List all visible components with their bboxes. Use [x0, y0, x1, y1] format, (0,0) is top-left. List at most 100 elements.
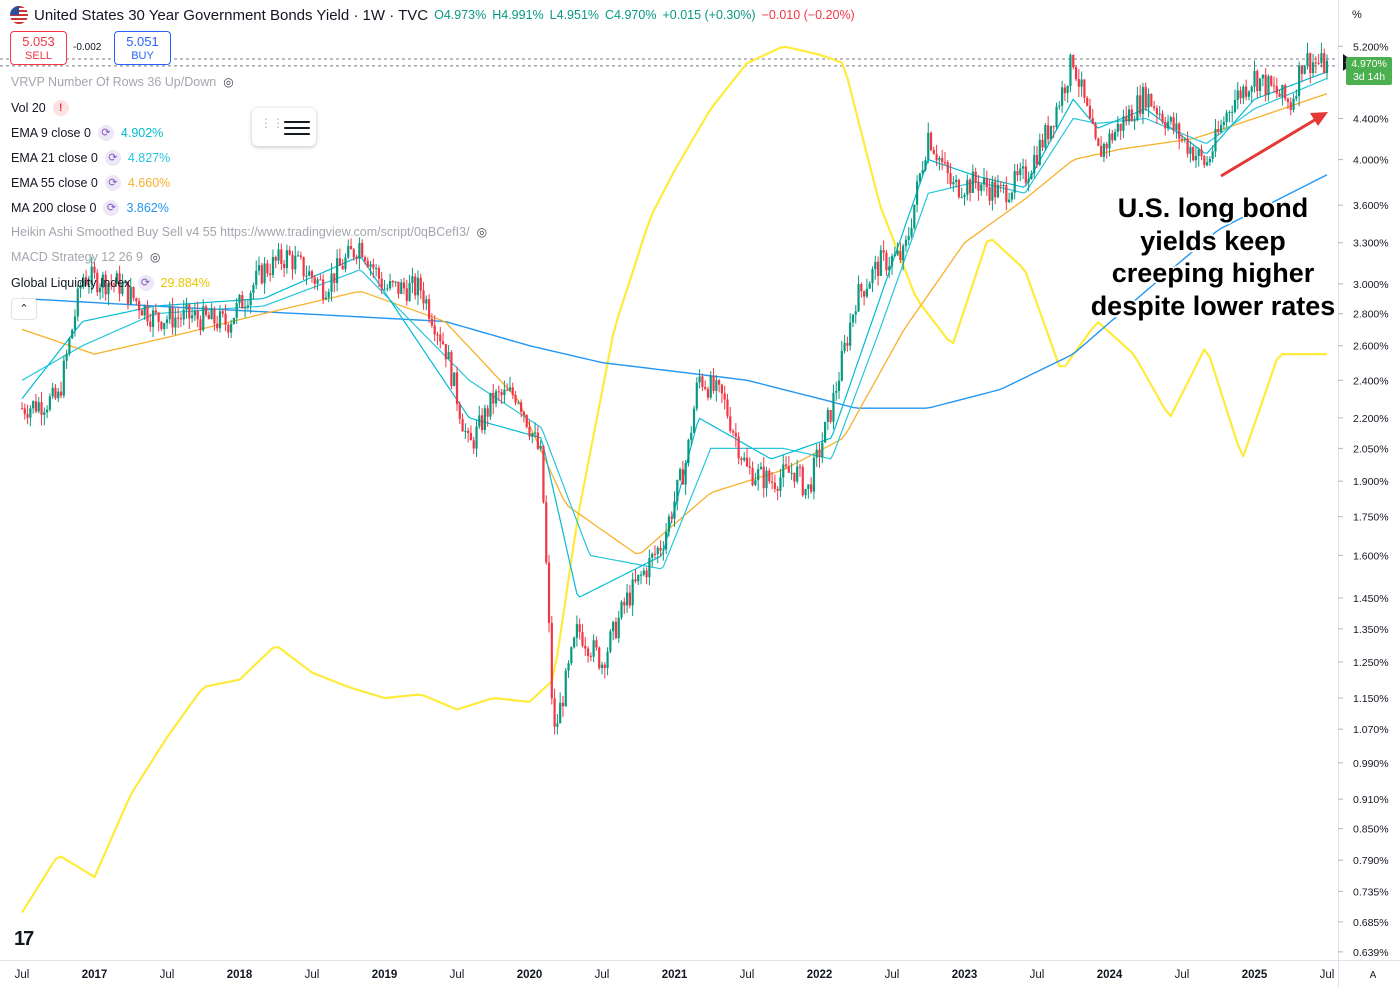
candle-body: [748, 466, 751, 468]
candle-body: [921, 170, 924, 174]
candle-body: [564, 670, 567, 707]
candle-body: [737, 436, 740, 459]
candle-body: [65, 353, 68, 361]
candle-body: [363, 256, 367, 261]
candle-body: [386, 288, 389, 290]
legend-heikin-ashi[interactable]: Heikin Ashi Smoothed Buy Sell v4 55 http…: [11, 225, 487, 239]
candle-body: [1027, 179, 1030, 183]
candle-body: [1247, 91, 1251, 97]
candle-body: [349, 245, 353, 250]
candle-body: [985, 178, 988, 188]
refresh-icon[interactable]: ⟳: [104, 175, 121, 191]
legend-global-liquidity[interactable]: Global Liquidity Index ⟳ 29.884%: [11, 275, 210, 291]
time-tick-label: 2017: [82, 969, 108, 981]
eye-hidden-icon[interactable]: ◎: [223, 75, 234, 89]
candle-body: [1231, 111, 1234, 113]
candle-body: [843, 342, 846, 352]
candle-body: [1008, 199, 1011, 203]
candle-body: [1298, 65, 1301, 97]
candle-body: [980, 184, 983, 191]
price-tick-label: 3.300%: [1353, 238, 1389, 250]
candle-body: [678, 469, 682, 480]
drag-handle-icon[interactable]: ⋮⋮: [260, 116, 284, 130]
candle-body: [553, 698, 556, 727]
candle-body: [1211, 151, 1214, 159]
legend-vol[interactable]: Vol 20 !: [11, 100, 69, 116]
candle-body: [846, 342, 849, 346]
candle-body: [1150, 93, 1153, 107]
candle-body: [902, 245, 905, 261]
candle-body: [525, 414, 528, 427]
candle-body: [1292, 98, 1295, 110]
candle-body: [642, 570, 645, 575]
candle-body: [335, 258, 339, 284]
refresh-icon[interactable]: ⟳: [137, 275, 154, 291]
legend-ema21[interactable]: EMA 21 close 0 ⟳ 4.827%: [11, 150, 170, 166]
sell-button[interactable]: 5.053 SELL: [10, 31, 67, 65]
candle-body: [430, 318, 434, 326]
candle-body: [631, 579, 634, 606]
candle-body: [224, 313, 227, 325]
candle-body: [637, 574, 640, 582]
candle-body: [648, 557, 651, 578]
object-tree-widget[interactable]: ⋮⋮: [252, 108, 316, 146]
warning-icon[interactable]: !: [52, 100, 69, 116]
candle-body: [1169, 117, 1172, 122]
settings-menu-icon[interactable]: [284, 117, 310, 139]
eye-hidden-icon[interactable]: ◎: [150, 250, 161, 264]
refresh-icon[interactable]: ⟳: [103, 200, 120, 216]
candle-body: [182, 309, 185, 320]
candle-body: [620, 601, 623, 618]
candle-body: [271, 256, 275, 275]
time-tick-label: 2022: [807, 969, 833, 981]
eye-hidden-icon[interactable]: ◎: [476, 225, 488, 239]
candle-body: [210, 308, 213, 320]
candle-body: [1147, 93, 1150, 108]
candle-body: [1278, 93, 1281, 97]
candle-body: [1205, 162, 1209, 166]
legend-ema9[interactable]: EMA 9 close 0 ⟳ 4.902%: [11, 125, 163, 141]
candle-body: [163, 323, 166, 330]
candle-body: [782, 464, 785, 478]
candle-body: [982, 178, 986, 185]
refresh-icon[interactable]: ⟳: [97, 125, 114, 141]
candle-body: [492, 392, 495, 404]
symbol-title[interactable]: United States 30 Year Government Bonds Y…: [34, 6, 429, 24]
candle-body: [1094, 123, 1097, 139]
candle-body: [1264, 74, 1267, 95]
last-price-value: 4.970%: [1351, 58, 1387, 70]
candle-body: [26, 414, 29, 418]
candle-body: [818, 449, 821, 457]
legend-macd[interactable]: MACD Strategy 12 26 9 ◎: [11, 250, 161, 264]
candle-body: [266, 263, 269, 274]
sell-price: 5.053: [22, 34, 55, 49]
candle-body: [319, 279, 322, 281]
candle-body: [397, 281, 400, 294]
candle-body: [885, 252, 888, 271]
candle-body: [662, 549, 665, 551]
candle-body: [361, 243, 364, 257]
candle-body: [656, 547, 659, 555]
candle-body: [790, 472, 793, 474]
candle-body: [550, 622, 553, 699]
refresh-icon[interactable]: ⟳: [104, 150, 121, 166]
auto-scale-button[interactable]: A: [1369, 970, 1377, 981]
candle-body: [179, 318, 183, 320]
candle-body: [751, 467, 754, 485]
candle-body: [539, 445, 542, 449]
collapse-legend-button[interactable]: ⌃: [11, 298, 37, 320]
candle-body: [1314, 62, 1317, 64]
buy-button[interactable]: 5.051 BUY: [114, 31, 171, 65]
legend-ema55[interactable]: EMA 55 close 0 ⟳ 4.660%: [11, 175, 170, 191]
candle-body: [341, 265, 344, 270]
candle-body: [734, 432, 737, 437]
candle-body: [252, 284, 255, 293]
candle-body: [966, 179, 969, 195]
candle-body: [634, 579, 637, 582]
candle-body: [701, 376, 704, 388]
candle-body: [715, 380, 718, 391]
legend-ma200[interactable]: MA 200 close 0 ⟳ 3.862%: [11, 200, 169, 216]
legend-vrvp[interactable]: VRVP Number Of Rows 36 Up/Down ◎: [11, 75, 234, 89]
candle-body: [216, 323, 219, 329]
